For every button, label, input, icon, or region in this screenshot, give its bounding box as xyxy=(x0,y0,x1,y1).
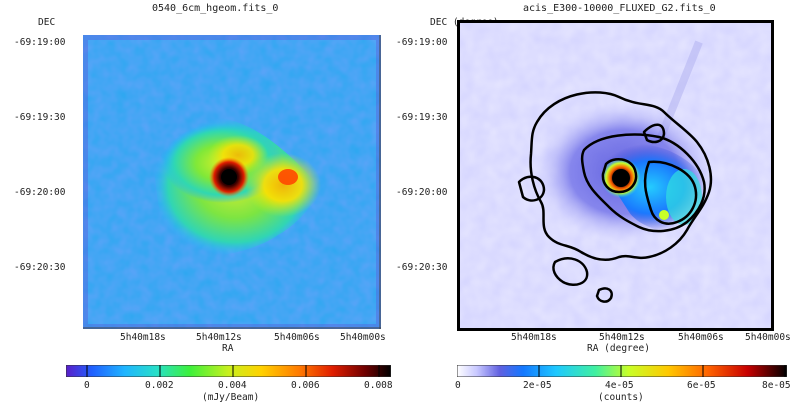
ra-tick-label: 5h40m00s xyxy=(745,332,791,343)
ra-tick-label: 5h40m00s xyxy=(340,332,386,343)
dec-tick-label: -69:19:00 xyxy=(396,37,448,48)
ra-tick-label: 5h40m12s xyxy=(196,332,242,343)
dec-tick-label: -69:19:30 xyxy=(396,112,448,123)
dec-tick-label: -69:19:30 xyxy=(14,112,66,123)
right-colorbar[interactable] xyxy=(457,365,787,377)
right-xray-image[interactable] xyxy=(459,22,772,329)
colorbar-tick-label: 4e-05 xyxy=(605,380,634,391)
ra-tick-label: 5h40m18s xyxy=(120,332,166,343)
colorbar-tick-label: 0.002 xyxy=(145,380,174,391)
left-dec-axis-label: DEC xyxy=(38,17,56,28)
ra-tick-label: 5h40m06s xyxy=(274,332,320,343)
colorbar-tick-label: 6e-05 xyxy=(687,380,716,391)
colorbar-tick-label: 0.008 xyxy=(364,380,393,391)
colorbar-tick-label: 2e-05 xyxy=(523,380,552,391)
left-colorbar[interactable] xyxy=(66,365,391,377)
left-radio-image[interactable] xyxy=(83,35,381,329)
left-ra-axis-label: RA xyxy=(222,343,234,354)
left-image-title: 0540_6cm_hgeom.fits_0 xyxy=(152,3,279,14)
ra-tick-label: 5h40m18s xyxy=(511,332,557,343)
left-colorbar-unit-label: (mJy/Beam) xyxy=(202,392,260,403)
ra-tick-label: 5h40m06s xyxy=(678,332,724,343)
right-image-title: acis_E300-10000_FLUXED_G2.fits_0 xyxy=(523,3,716,14)
dec-tick-label: -69:20:30 xyxy=(14,262,66,273)
dec-tick-label: -69:20:00 xyxy=(396,187,448,198)
colorbar-tick-label: 0 xyxy=(84,380,90,391)
colorbar-tick-label: 0.006 xyxy=(291,380,320,391)
right-ra-axis-label: RA (degree) xyxy=(587,343,650,354)
dec-tick-label: -69:20:00 xyxy=(14,187,66,198)
left-axis-frame xyxy=(83,35,381,329)
colorbar-tick-label: 0.004 xyxy=(218,380,247,391)
dec-tick-label: -69:19:00 xyxy=(14,37,66,48)
ra-tick-label: 5h40m12s xyxy=(599,332,645,343)
colorbar-tick-label: 8e-05 xyxy=(762,380,791,391)
dec-tick-label: -69:20:30 xyxy=(396,262,448,273)
colorbar-tick-label: 0 xyxy=(455,380,461,391)
right-axis-frame xyxy=(457,20,774,331)
right-colorbar-unit-label: (counts) xyxy=(598,392,644,403)
